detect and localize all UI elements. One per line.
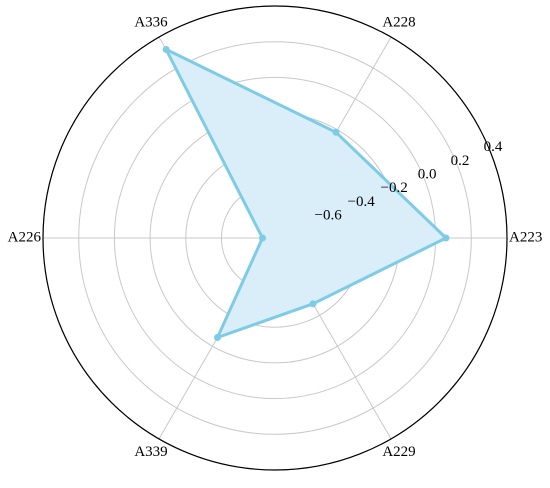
category-label: A223	[509, 229, 542, 245]
r-tick-label: −0.4	[348, 194, 376, 210]
r-tick-label: −0.6	[315, 207, 343, 223]
r-tick-label: 0.0	[418, 166, 437, 182]
r-tick-label: 0.2	[451, 153, 470, 169]
data-point	[309, 300, 317, 308]
r-tick-label: 0.4	[484, 139, 503, 155]
category-label: A339	[134, 444, 167, 460]
data-point	[214, 334, 222, 342]
data-point	[259, 234, 267, 242]
data-point	[162, 45, 170, 53]
r-tick-label: −0.2	[381, 180, 408, 196]
category-label: A226	[8, 229, 42, 245]
category-label: A229	[382, 444, 415, 460]
data-point	[332, 128, 340, 136]
category-label: A228	[382, 15, 415, 31]
category-label: A336	[134, 15, 168, 31]
outer-rim	[42, 5, 508, 471]
data-point	[442, 234, 450, 242]
